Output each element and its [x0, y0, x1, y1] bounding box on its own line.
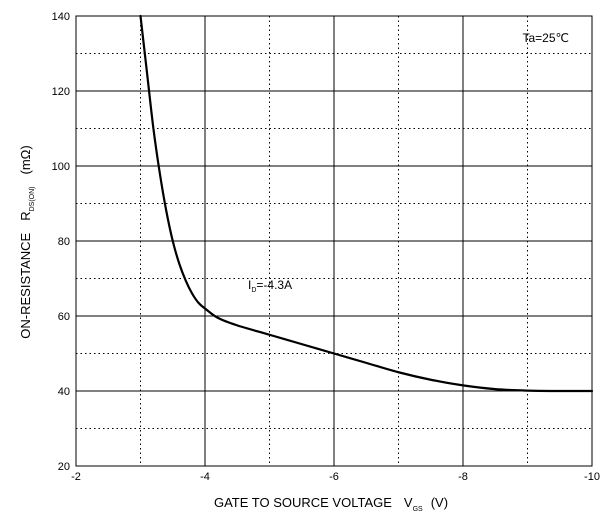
series-annotation: ID=-4.3A	[248, 278, 292, 294]
y-tick-label: 40	[58, 386, 70, 398]
y-tick-label: 120	[52, 86, 70, 98]
x-tick-labels: -2 -4 -6 -8 -10	[71, 471, 600, 483]
grid-major	[76, 16, 592, 466]
y-tick-labels: 20 40 60 80 100 120 140	[52, 11, 70, 473]
x-axis-title: GATE TO SOURCE VOLTAGE VGS (V)	[214, 495, 448, 513]
y-tick-label: 80	[58, 236, 70, 248]
x-tick-label: -2	[71, 471, 81, 483]
plot-frame	[75, 15, 593, 467]
x-tick-label: -6	[329, 471, 339, 483]
x-tick-label: -4	[200, 471, 210, 483]
y-tick-label: 100	[52, 161, 70, 173]
series-line-id-4-3a	[139, 14, 594, 393]
y-tick-label: 60	[58, 311, 70, 323]
y-tick-label: 140	[52, 11, 70, 23]
y-axis-title: ON-RESISTANCERDS(ON)(mΩ)	[18, 145, 36, 338]
x-tick-label: -8	[458, 471, 468, 483]
x-tick-label: -10	[584, 471, 600, 483]
temperature-annotation: Ta=25℃	[522, 31, 569, 45]
y-tick-label: 20	[58, 461, 70, 473]
